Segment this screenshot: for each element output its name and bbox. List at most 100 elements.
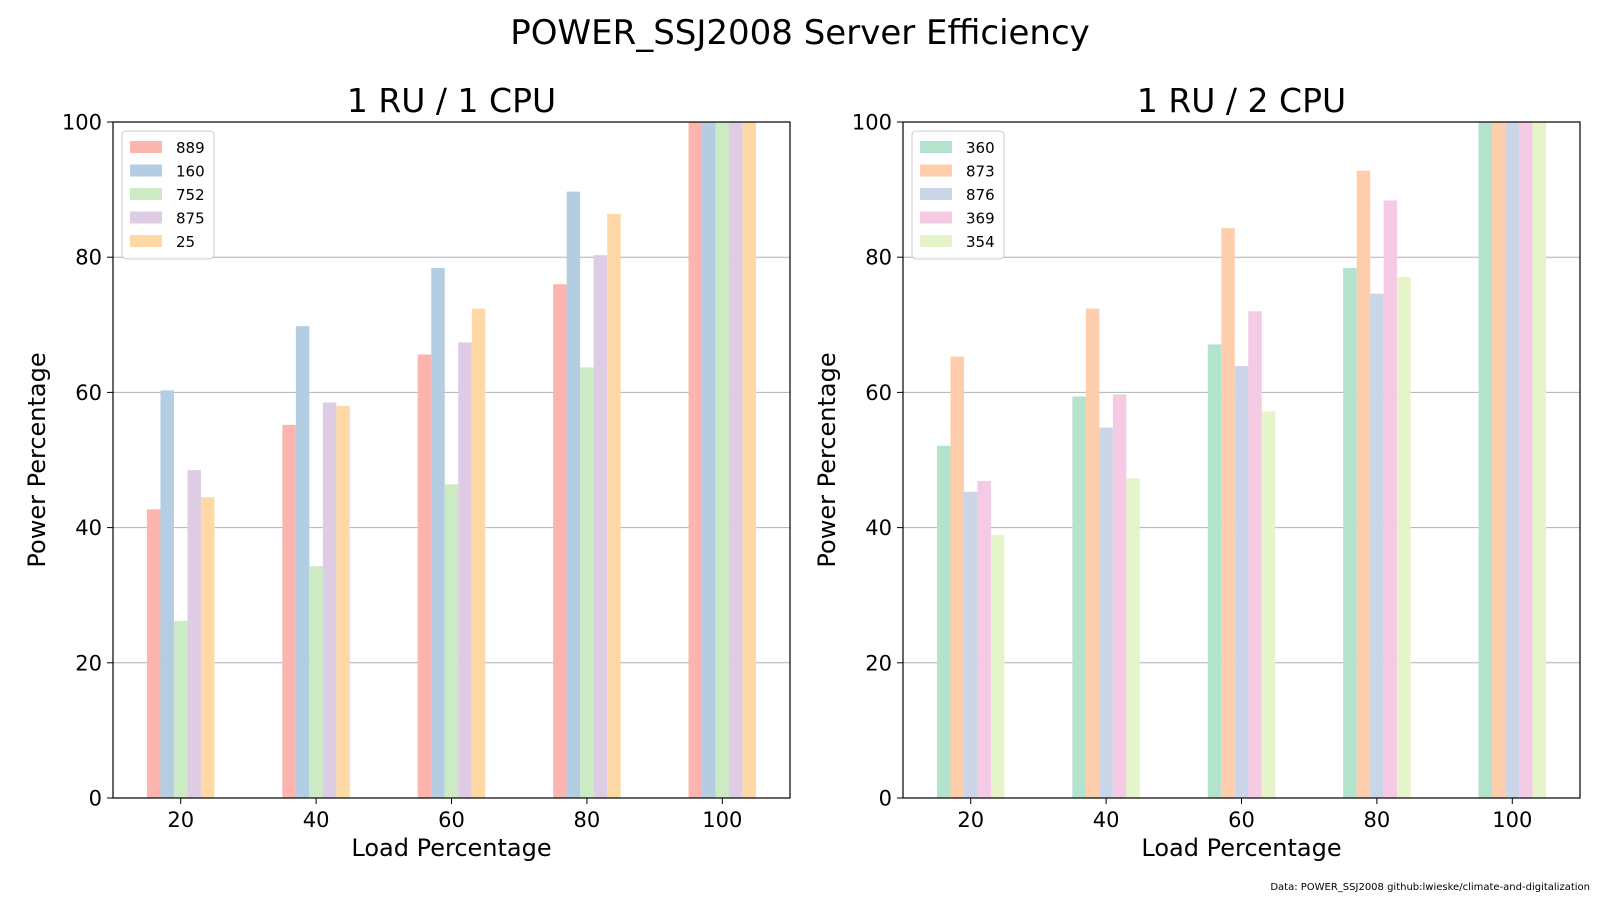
- bar-873-40: [1085, 308, 1100, 798]
- bar-160-20: [160, 390, 174, 798]
- legend-label-160: 160: [176, 163, 205, 181]
- legend-swatch-354: [920, 235, 952, 247]
- bar-360-100: [1478, 122, 1493, 798]
- legend-box: [121, 130, 215, 260]
- legend-label-876: 876: [966, 186, 995, 204]
- bars: [146, 122, 757, 799]
- bar-752-60: [444, 484, 459, 798]
- x-tick-label-60: 60: [1228, 808, 1255, 832]
- bar-889-40: [282, 424, 296, 798]
- y-tick-label-60: 60: [75, 381, 102, 405]
- bar-160-60: [431, 268, 445, 798]
- y-tick-label-40: 40: [865, 516, 892, 540]
- data-source-note: Data: POWER_SSJ2008 github:lwieske/clima…: [1270, 882, 1590, 893]
- bar-25-100: [742, 122, 757, 798]
- x-tick-label-20: 20: [957, 808, 984, 832]
- x-tick-label-100: 100: [702, 808, 742, 832]
- x-axis-label: Load Percentage: [1141, 834, 1341, 862]
- bar-752-20: [173, 620, 188, 798]
- legend: 889 160 752 875 25: [121, 130, 215, 260]
- y-axis-ticks: 0 20 40 60 80 100: [852, 111, 903, 811]
- x-axis-ticks: 20 40 60 80 100: [957, 798, 1532, 832]
- figure-title: POWER_SSJ2008 Server Efficiency: [510, 13, 1090, 53]
- x-tick-label-80: 80: [574, 808, 601, 832]
- bar-875-80: [593, 255, 608, 798]
- y-tick-label-40: 40: [75, 516, 102, 540]
- y-tick-label-0: 0: [879, 787, 892, 811]
- bar-873-80: [1356, 170, 1371, 798]
- bar-752-100: [715, 122, 730, 798]
- legend-swatch-889: [130, 141, 162, 153]
- x-axis-ticks: 20 40 60 80 100: [167, 798, 742, 832]
- bar-354-20: [990, 535, 1005, 798]
- legend-swatch-752: [130, 188, 162, 200]
- legend-label-752: 752: [176, 186, 205, 204]
- bar-360-60: [1207, 344, 1222, 798]
- bar-25-80: [607, 213, 621, 798]
- y-axis-label: Power Percentage: [23, 352, 51, 567]
- bar-873-60: [1221, 228, 1235, 798]
- legend-label-369: 369: [966, 210, 995, 228]
- bar-875-60: [458, 342, 472, 798]
- x-tick-label-40: 40: [1093, 808, 1120, 832]
- bar-369-40: [1112, 394, 1127, 798]
- bar-160-80: [566, 191, 581, 799]
- bar-360-20: [936, 445, 951, 798]
- x-tick-label-100: 100: [1492, 808, 1532, 832]
- bar-354-80: [1397, 276, 1411, 799]
- bar-889-60: [417, 354, 432, 798]
- legend-swatch-360: [920, 141, 952, 153]
- legend-box: [911, 130, 1005, 260]
- y-tick-label-80: 80: [865, 246, 892, 270]
- bar-752-40: [309, 566, 323, 798]
- legend-swatch-873: [920, 164, 952, 177]
- bar-369-60: [1248, 311, 1262, 798]
- bar-889-20: [146, 509, 161, 798]
- bar-25-40: [336, 405, 350, 798]
- bars: [936, 122, 1547, 799]
- bar-875-100: [729, 122, 743, 798]
- legend-swatch-369: [920, 211, 952, 224]
- bar-876-20: [963, 491, 978, 798]
- legend-swatch-876: [920, 188, 952, 200]
- y-tick-label-0: 0: [89, 787, 102, 811]
- legend-label-875: 875: [176, 210, 205, 228]
- legend-label-360: 360: [966, 139, 995, 157]
- y-tick-label-20: 20: [75, 651, 102, 675]
- bar-25-60: [471, 308, 486, 798]
- bar-25-20: [200, 497, 215, 798]
- x-axis-label: Load Percentage: [351, 834, 551, 862]
- bar-160-40: [295, 326, 310, 798]
- legend-swatch-160: [130, 164, 162, 177]
- bar-160-100: [702, 122, 716, 798]
- x-tick-label-40: 40: [303, 808, 330, 832]
- legend-swatch-25: [130, 235, 162, 247]
- bar-873-20: [950, 356, 964, 798]
- bar-752-80: [580, 367, 594, 798]
- legend-label-873: 873: [966, 163, 995, 181]
- bar-875-40: [322, 402, 337, 798]
- bar-876-100: [1505, 122, 1520, 798]
- bar-876-40: [1099, 427, 1113, 798]
- bar-369-20: [977, 480, 991, 798]
- bar-354-40: [1126, 478, 1140, 798]
- bar-876-80: [1370, 293, 1384, 798]
- bar-875-20: [187, 470, 201, 798]
- y-tick-label-100: 100: [852, 111, 892, 135]
- y-axis-ticks: 0 20 40 60 80 100: [62, 111, 113, 811]
- y-tick-label-100: 100: [62, 111, 102, 135]
- bar-360-40: [1072, 396, 1086, 798]
- chart-panel-1-ru-1-cpu: 0 20 40 60 80 100 20 40 60 80 100 1 RU / 1 CPU Load …: [23, 81, 791, 862]
- y-tick-label-80: 80: [75, 246, 102, 270]
- y-tick-label-20: 20: [865, 651, 892, 675]
- bar-889-80: [553, 284, 567, 798]
- panel-title: 1 RU / 2 CPU: [1137, 81, 1346, 120]
- legend-label-25: 25: [176, 233, 195, 251]
- bar-354-100: [1532, 122, 1547, 798]
- bar-889-100: [688, 122, 703, 798]
- bar-873-100: [1492, 122, 1506, 798]
- legend: 360 873 876 369 354: [911, 130, 1005, 260]
- bar-360-80: [1343, 268, 1357, 798]
- y-tick-label-60: 60: [865, 381, 892, 405]
